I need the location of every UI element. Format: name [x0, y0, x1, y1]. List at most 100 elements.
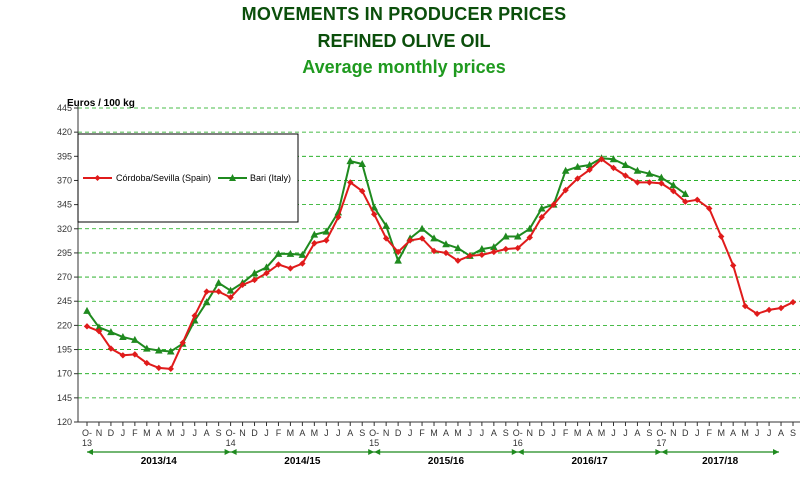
y-tick-label: 170 [57, 369, 72, 379]
data-point [681, 189, 690, 197]
x-tick-label: S [646, 428, 652, 438]
x-tick-label: J [468, 428, 473, 438]
season-arrow [230, 449, 237, 455]
y-tick-label: 445 [57, 103, 72, 113]
data-point [490, 243, 498, 251]
data-point [143, 344, 151, 352]
data-point [298, 250, 307, 258]
legend-box [77, 133, 299, 223]
x-tick-label: J [480, 428, 485, 438]
data-point [107, 328, 115, 336]
x-tick-label: J [695, 428, 700, 438]
chart-title: MOVEMENTS IN PRODUCER PRICES [241, 4, 567, 24]
data-point [430, 234, 438, 242]
x-tick-label: O- [656, 428, 666, 438]
data-point [347, 179, 354, 186]
x-tick-label: D [395, 428, 402, 438]
x-tick-label: N [383, 428, 390, 438]
data-point [514, 244, 521, 252]
data-point [119, 332, 127, 340]
x-tick-label: J [755, 428, 760, 438]
data-point [490, 248, 498, 256]
x-tick-label-year: 13 [82, 438, 92, 448]
data-point [442, 249, 450, 257]
x-tick-label: A [204, 428, 210, 438]
x-tick-label: J [408, 428, 413, 438]
x-tick-label: M [311, 428, 319, 438]
data-point [537, 204, 546, 212]
x-tick-label: O- [82, 428, 92, 438]
x-tick-label: F [419, 428, 425, 438]
x-tick-label: S [216, 428, 222, 438]
data-point [418, 224, 426, 232]
data-point [753, 310, 761, 317]
data-point [202, 298, 211, 306]
y-tick-label: 320 [57, 224, 72, 234]
data-point [741, 302, 749, 310]
x-tick-label: J [324, 428, 329, 438]
data-point [299, 260, 306, 267]
x-tick-label: M [598, 428, 606, 438]
season-arrow [661, 449, 668, 455]
data-point [669, 181, 678, 189]
data-point [394, 256, 402, 264]
data-point [729, 262, 737, 269]
y-tick-label: 395 [57, 151, 72, 161]
data-point [765, 306, 773, 314]
season-arrow [374, 449, 381, 455]
y-tick-label: 345 [57, 200, 72, 210]
data-point [466, 252, 474, 260]
x-tick-label: F [563, 428, 569, 438]
data-point [418, 235, 426, 242]
legend-label: Bari (Italy) [250, 173, 291, 183]
x-tick-label: A [491, 428, 497, 438]
data-point [442, 240, 450, 248]
x-tick-label-year: 16 [513, 438, 523, 448]
y-tick-label: 270 [57, 272, 72, 282]
season-arrow [511, 449, 518, 455]
x-tick-label: D [538, 428, 545, 438]
data-point [478, 251, 486, 259]
data-point [83, 323, 91, 330]
data-point [191, 312, 198, 319]
x-tick-label: D [108, 428, 115, 438]
x-tick-label: A [587, 428, 593, 438]
x-tick-label: A [443, 428, 449, 438]
x-tick-label: J [611, 428, 616, 438]
x-tick-label: N [239, 428, 246, 438]
data-point [513, 232, 522, 240]
data-point [275, 261, 282, 268]
data-point [382, 235, 390, 242]
data-point [166, 347, 175, 355]
x-tick-label: M [741, 428, 749, 438]
data-point [227, 294, 234, 301]
data-point [239, 281, 246, 289]
season-arrow [517, 449, 524, 455]
chart-caption: Average monthly prices [302, 57, 506, 77]
data-point [633, 166, 642, 174]
x-tick-label: F [276, 428, 282, 438]
y-axis-label: Euros / 100 kg [67, 98, 135, 109]
season-arrow [368, 449, 375, 455]
data-point [83, 306, 91, 314]
data-point [646, 179, 653, 186]
x-tick-label: O- [513, 428, 523, 438]
data-point [573, 162, 582, 170]
data-point [598, 156, 605, 163]
data-point [502, 245, 510, 253]
y-tick-label: 195 [57, 345, 72, 355]
data-point [478, 245, 486, 253]
x-tick-label: A [730, 428, 736, 438]
x-tick-label: M [717, 428, 725, 438]
x-tick-labels: O-13N D J F M A M J J A S O-14N D J F M A M J J A S O-15N D J F M A… [82, 428, 796, 448]
x-tick-label: A [347, 428, 353, 438]
data-point [789, 298, 797, 306]
x-tick-label: O- [226, 428, 236, 438]
data-point [502, 232, 510, 240]
data-point [287, 265, 294, 272]
y-tick-label: 145 [57, 393, 72, 403]
data-point [226, 286, 235, 294]
x-tick-label: N [670, 428, 677, 438]
data-point [251, 276, 258, 284]
